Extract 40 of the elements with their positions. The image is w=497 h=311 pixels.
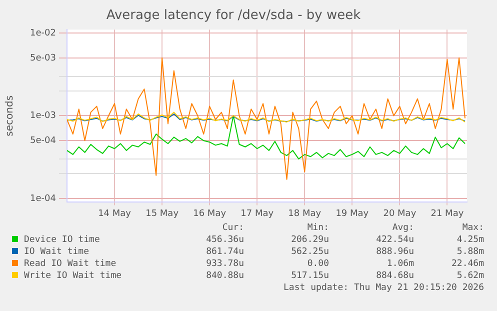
y-axis-title: seconds	[4, 95, 16, 136]
text: Max:	[461, 222, 484, 234]
legend-label: Read IO Wait time	[23, 258, 118, 270]
text: Last update: Thu May 21 20:15:20 2026	[282, 282, 484, 294]
text: Min:	[306, 222, 329, 234]
text: 840.88u	[205, 270, 244, 282]
legend-label: IO Wait time	[23, 246, 90, 258]
chart-title: Average latency for /dev/sda - by week	[106, 8, 362, 24]
x-tick-label: 20 May	[383, 208, 417, 219]
y-tick-label: 1e-03	[30, 111, 56, 122]
text: 422.54u	[375, 234, 414, 246]
text: Avg:	[391, 222, 414, 234]
text: 1.06m	[386, 258, 414, 270]
x-tick-label: 16 May	[193, 208, 227, 219]
x-tick-label: 14 May	[98, 208, 132, 219]
text: 884.68u	[375, 270, 414, 282]
text: 456.36u	[205, 234, 244, 246]
text: 517.15u	[290, 270, 329, 282]
x-tick-label: 17 May	[240, 208, 274, 219]
x-tick-label: 19 May	[336, 208, 370, 219]
text: 0.00	[306, 258, 329, 270]
text: 5.62m	[456, 270, 484, 282]
y-tick-label: 5e-04	[30, 136, 56, 146]
text: 888.96u	[375, 246, 414, 258]
text: 5.88m	[456, 246, 484, 258]
x-tick-label: 15 May	[146, 208, 180, 219]
text: Cur:	[221, 222, 244, 234]
x-tick-label: 21 May	[430, 208, 464, 219]
text: 4.25m	[456, 234, 484, 246]
x-tick-label: 18 May	[288, 208, 322, 219]
y-tick-label: 5e-03	[30, 53, 56, 64]
text: 562.25u	[290, 246, 329, 258]
text: 206.29u	[290, 234, 329, 246]
legend-label: Device IO time	[23, 234, 101, 246]
y-tick-label: 1e-02	[30, 28, 56, 38]
legend-label: Write IO Wait time	[23, 270, 123, 282]
text: 22.46m	[450, 258, 484, 270]
y-tick-label: 1e-04	[30, 194, 56, 204]
text: 861.74u	[205, 246, 244, 258]
text: 933.78u	[205, 258, 244, 270]
